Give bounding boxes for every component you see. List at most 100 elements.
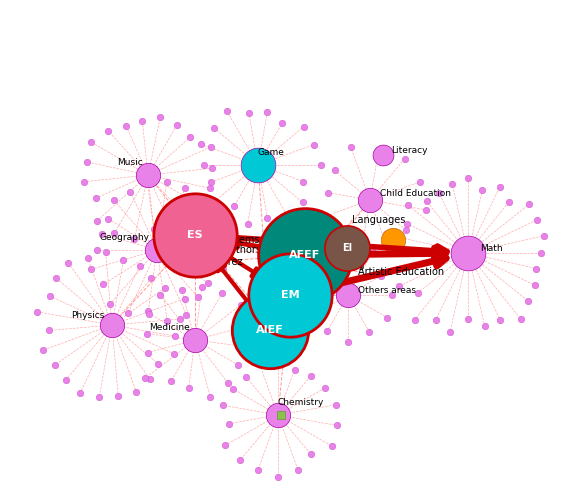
Point bbox=[255, 360, 264, 368]
Point bbox=[144, 349, 153, 357]
Point bbox=[274, 411, 283, 419]
Point bbox=[87, 265, 96, 273]
Point bbox=[516, 315, 525, 323]
Point bbox=[160, 284, 169, 292]
Point bbox=[106, 300, 115, 308]
Text: Typing: Typing bbox=[333, 260, 364, 270]
Point bbox=[401, 226, 410, 234]
Point bbox=[153, 246, 162, 254]
Point bbox=[332, 421, 341, 429]
Point bbox=[180, 295, 189, 303]
Point bbox=[51, 361, 60, 369]
Point bbox=[243, 219, 252, 227]
Point bbox=[235, 456, 244, 464]
Point bbox=[495, 183, 504, 191]
Text: Physics: Physics bbox=[70, 311, 104, 320]
Text: Xadrez: Xadrez bbox=[210, 257, 244, 267]
Point bbox=[182, 311, 191, 319]
Point bbox=[221, 441, 230, 449]
Point bbox=[44, 327, 53, 335]
Point bbox=[448, 179, 457, 187]
Point bbox=[346, 143, 355, 151]
Point bbox=[38, 346, 47, 354]
Point bbox=[238, 323, 247, 331]
Point bbox=[537, 249, 546, 257]
Point bbox=[306, 372, 315, 380]
Text: Math: Math bbox=[480, 244, 503, 253]
Point bbox=[124, 309, 133, 317]
Point bbox=[168, 225, 177, 233]
Point bbox=[400, 155, 409, 163]
Point bbox=[145, 375, 154, 383]
Point bbox=[377, 272, 386, 280]
Point bbox=[178, 209, 187, 217]
Point bbox=[169, 350, 178, 358]
Point bbox=[478, 186, 487, 194]
Point bbox=[199, 161, 208, 169]
Point bbox=[384, 247, 393, 256]
Point bbox=[104, 127, 113, 135]
Point bbox=[320, 384, 329, 392]
Point bbox=[211, 246, 220, 254]
Point bbox=[206, 178, 215, 186]
Point bbox=[463, 174, 472, 182]
Point bbox=[114, 392, 123, 400]
Point bbox=[533, 215, 542, 223]
Point bbox=[142, 176, 151, 184]
Point bbox=[525, 200, 534, 208]
Point bbox=[181, 184, 190, 192]
Point bbox=[242, 373, 251, 381]
Point bbox=[394, 265, 403, 273]
Point bbox=[253, 161, 262, 169]
Point bbox=[263, 214, 272, 222]
Text: ES: ES bbox=[187, 230, 203, 240]
Point bbox=[316, 161, 325, 169]
Point bbox=[248, 292, 257, 300]
Point bbox=[388, 236, 397, 244]
Text: Systems Development: Systems Development bbox=[218, 235, 328, 245]
Point bbox=[435, 188, 444, 196]
Point bbox=[83, 158, 92, 166]
Point bbox=[332, 254, 341, 262]
Point bbox=[225, 420, 234, 428]
Point bbox=[356, 250, 365, 258]
Text: Languages: Languages bbox=[352, 215, 405, 225]
Point bbox=[343, 291, 352, 299]
Point bbox=[211, 197, 220, 205]
Point bbox=[403, 219, 412, 227]
Point bbox=[190, 336, 199, 344]
Point bbox=[243, 323, 252, 331]
Point bbox=[388, 291, 397, 299]
Point bbox=[171, 332, 180, 340]
Point bbox=[300, 123, 309, 131]
Point bbox=[162, 178, 171, 186]
Point bbox=[64, 259, 73, 267]
Point bbox=[144, 307, 153, 315]
Point bbox=[331, 401, 340, 409]
Point bbox=[126, 187, 135, 195]
Text: Geography: Geography bbox=[99, 233, 149, 242]
Text: Chemistry: Chemistry bbox=[278, 398, 324, 407]
Point bbox=[32, 308, 41, 316]
Point bbox=[323, 256, 332, 264]
Point bbox=[122, 122, 131, 130]
Point bbox=[110, 229, 119, 237]
Text: EI: EI bbox=[342, 243, 352, 253]
Point bbox=[387, 249, 396, 257]
Point bbox=[218, 266, 227, 274]
Point bbox=[445, 328, 454, 336]
Point bbox=[304, 268, 313, 276]
Point bbox=[298, 198, 307, 206]
Point bbox=[141, 374, 150, 382]
Point bbox=[130, 234, 139, 242]
Point bbox=[309, 141, 318, 149]
Point bbox=[422, 206, 431, 214]
Point bbox=[224, 379, 233, 387]
Point bbox=[204, 279, 213, 287]
Point bbox=[177, 286, 186, 294]
Text: EM: EM bbox=[281, 290, 300, 300]
Point bbox=[539, 231, 548, 239]
Point bbox=[109, 196, 118, 204]
Point bbox=[154, 360, 163, 368]
Point bbox=[225, 239, 234, 247]
